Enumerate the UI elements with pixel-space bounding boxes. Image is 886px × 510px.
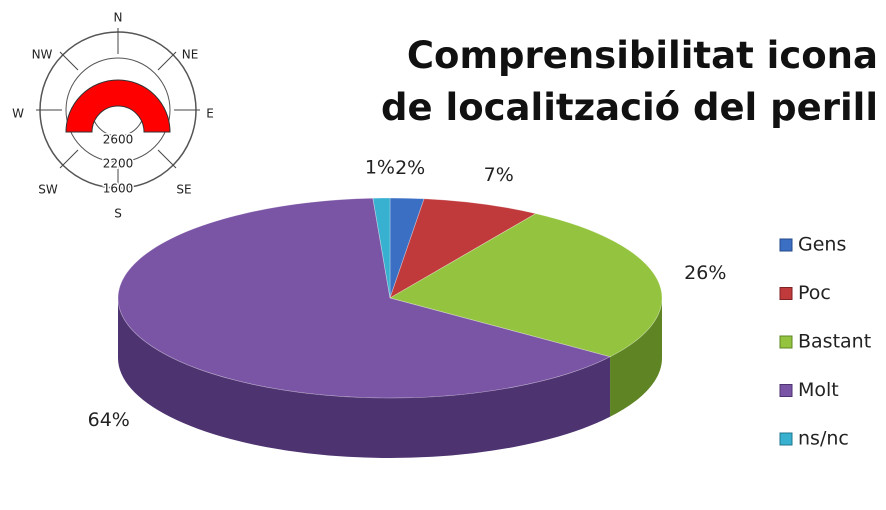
legend-label: Poc (798, 282, 831, 304)
legend-swatch (779, 384, 793, 397)
chart-title: Comprensibilitat icona de localització d… (381, 34, 878, 129)
legend-label: ns/nc (798, 428, 849, 450)
icon-elevation: 2200 (103, 157, 134, 171)
slice (389, 197, 425, 299)
slice-side (610, 298, 662, 417)
icon-elevation: 2600 (103, 133, 134, 147)
legend-swatch (779, 432, 793, 446)
legend-label: Gens (798, 234, 846, 256)
legend-label: Molt (798, 379, 839, 401)
icon-direction: SW (38, 183, 58, 197)
data-label: 64% (88, 409, 130, 431)
data-label: 7% (484, 164, 514, 186)
slice (117, 197, 612, 399)
slice (389, 198, 537, 299)
icon-ring (65, 57, 171, 163)
icon-direction: S (114, 207, 122, 221)
icon-direction: E (206, 107, 214, 121)
slice-side (118, 298, 611, 458)
data-label: 1% (365, 157, 395, 179)
slice (389, 213, 663, 358)
icon-direction: SE (176, 183, 191, 197)
icon-direction: W (12, 107, 24, 121)
icon (36, 28, 200, 192)
legend-swatch (779, 335, 793, 349)
data-label: 2% (395, 157, 425, 179)
icon-spokes (36, 28, 200, 192)
slice (372, 197, 391, 299)
legend-swatch (779, 238, 793, 252)
data-label: 26% (684, 262, 726, 284)
icon-direction: NW (32, 48, 53, 62)
icon-direction: N (114, 11, 123, 25)
legend-swatch (779, 287, 793, 300)
icon-direction: NE (182, 48, 199, 62)
icon-band (65, 79, 171, 133)
legend-label: Bastant (798, 331, 871, 353)
icon-elevation: 1600 (103, 182, 134, 196)
